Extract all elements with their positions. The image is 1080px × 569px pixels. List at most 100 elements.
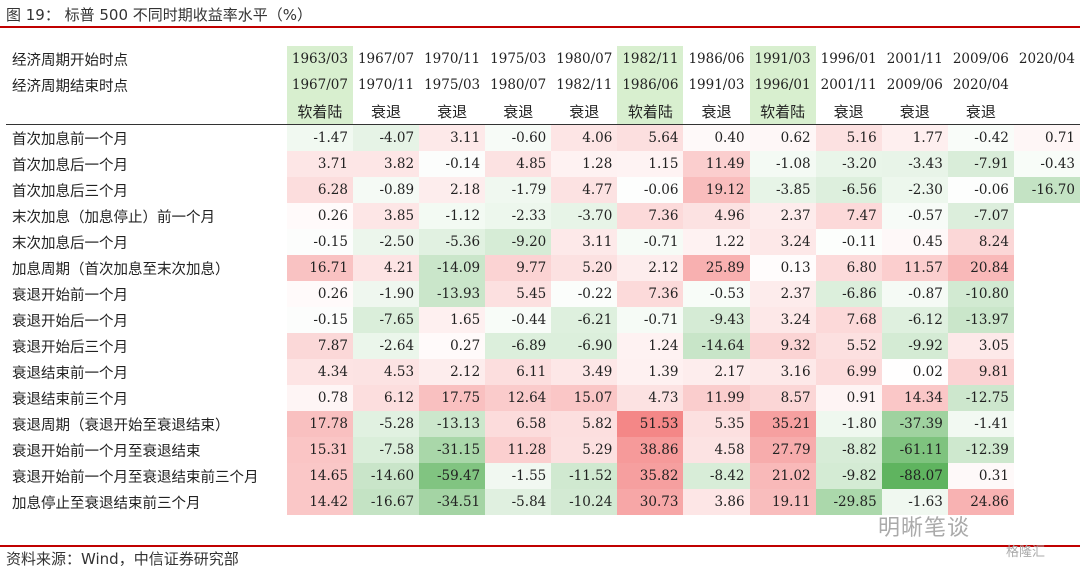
value-cell: 7.36 — [617, 281, 684, 307]
value-cell: 3.24 — [749, 307, 816, 333]
value-cell: -88.07 — [881, 463, 948, 489]
value-cell: 4.96 — [683, 203, 750, 229]
value-cell: -1.08 — [749, 151, 816, 177]
value-cell: 3.82 — [352, 151, 420, 177]
value-cell: 14.65 — [286, 463, 353, 489]
figure-title: 图 19： 标普 500 不同时期收益率水平（%） — [6, 6, 313, 24]
table-row: 衰退周期（衰退开始至衰退结束） 17.78 -5.28 -13.13 6.58 5.82 5… — [6, 411, 1080, 437]
value-cell: 2.12 — [617, 255, 684, 281]
value-cell: -0.42 — [947, 124, 1014, 151]
header-row: 软着陆 衰退 衰退 衰退 衰退 软着陆 衰退 软着陆 衰退 衰退 衰退 — [6, 98, 1080, 125]
phase-cell: 衰退 — [881, 98, 948, 125]
table-row: 衰退开始后三个月 7.87 -2.64 0.27 -6.89 -6.90 1.24 -14.6… — [6, 333, 1080, 359]
value-cell: 4.73 — [617, 385, 684, 411]
value-cell: -5.28 — [352, 411, 420, 437]
value-cell — [1014, 229, 1080, 255]
value-cell: 25.89 — [683, 255, 750, 281]
table-body: 经济周期开始时点 1963/03 1967/07 1970/11 1975/03 1980… — [6, 46, 1080, 515]
value-cell: -0.71 — [617, 229, 684, 255]
phase-cell: 衰退 — [815, 98, 882, 125]
value-cell: -10.24 — [551, 489, 618, 515]
value-cell: 5.35 — [683, 411, 750, 437]
value-cell: -34.51 — [419, 489, 486, 515]
header-label: 经济周期结束时点 — [12, 78, 128, 95]
value-cell: -7.91 — [947, 151, 1014, 177]
value-cell: -0.15 — [286, 307, 353, 333]
row-label: 加息周期（首次加息至末次加息） — [12, 261, 230, 278]
value-cell: 5.82 — [551, 411, 618, 437]
value-cell: 0.31 — [947, 463, 1014, 489]
value-cell: 1.39 — [617, 359, 684, 385]
value-cell: 5.29 — [551, 437, 618, 463]
value-cell: -9.43 — [683, 307, 750, 333]
phase-cell: 衰退 — [947, 98, 1014, 125]
row-label: 衰退结束前三个月 — [12, 391, 128, 408]
date-cell: 1970/11 — [357, 77, 415, 93]
value-cell: 5.64 — [617, 124, 684, 151]
date-cell: 2009/06 — [886, 77, 943, 93]
value-cell: 3.11 — [551, 229, 618, 255]
value-cell: 6.80 — [815, 255, 882, 281]
date-cell: 1963/03 — [286, 46, 353, 72]
value-cell: -16.70 — [1013, 177, 1080, 203]
value-cell: -14.60 — [352, 463, 420, 489]
value-cell — [1014, 359, 1080, 385]
row-label: 末次加息（加息停止）前一个月 — [12, 209, 215, 226]
value-cell: -1.41 — [947, 411, 1014, 437]
value-cell: 7.36 — [617, 203, 684, 229]
phase-cell: 衰退 — [352, 98, 420, 125]
value-cell: 0.91 — [815, 385, 882, 411]
value-cell: 0.02 — [881, 359, 948, 385]
value-cell: -5.36 — [419, 229, 486, 255]
value-cell: -1.80 — [815, 411, 882, 437]
value-cell: 6.99 — [815, 359, 882, 385]
value-cell: 1.22 — [683, 229, 750, 255]
value-cell: -0.89 — [352, 177, 420, 203]
table-row: 衰退开始前一个月 0.26 -1.90 -13.93 5.45 -0.22 7.36 -0.5… — [6, 281, 1080, 307]
value-cell: -61.11 — [881, 437, 948, 463]
value-cell — [1014, 437, 1080, 463]
row-label: 衰退开始后一个月 — [12, 313, 128, 330]
value-cell: -0.15 — [286, 229, 353, 255]
value-cell: -10.80 — [947, 281, 1014, 307]
table-row: 末次加息（加息停止）前一个月 0.26 3.85 -1.12 -2.33 -3.70 7.3… — [6, 203, 1080, 229]
value-cell: 1.15 — [617, 151, 684, 177]
value-cell: 11.57 — [881, 255, 948, 281]
value-cell: -1.79 — [485, 177, 552, 203]
value-cell: 0.26 — [286, 281, 353, 307]
value-cell: -0.87 — [881, 281, 948, 307]
value-cell — [1014, 385, 1080, 411]
value-cell: 0.13 — [749, 255, 816, 281]
value-cell: -1.12 — [419, 203, 486, 229]
table-row: 末次加息后一个月 -0.15 -2.50 -5.36 -9.20 3.11 -0.71 1.2… — [6, 229, 1080, 255]
value-cell: 1.77 — [881, 124, 948, 151]
value-cell: 24.86 — [947, 489, 1014, 515]
value-cell: -14.09 — [419, 255, 486, 281]
value-cell: 30.73 — [617, 489, 684, 515]
date-cell: 2020/04 — [952, 77, 1009, 93]
value-cell: 3.86 — [683, 489, 750, 515]
value-cell: 0.26 — [286, 203, 353, 229]
phase-cell: 衰退 — [485, 98, 552, 125]
value-cell: 2.37 — [749, 281, 816, 307]
phase-cell: 软着陆 — [286, 98, 353, 125]
value-cell: 27.79 — [749, 437, 816, 463]
value-cell: 0.71 — [1013, 124, 1080, 151]
value-cell: 7.47 — [815, 203, 882, 229]
value-cell: 20.84 — [947, 255, 1014, 281]
row-label: 衰退开始前一个月至衰退结束 — [12, 443, 201, 460]
value-cell: 5.20 — [551, 255, 618, 281]
value-cell: -8.82 — [815, 437, 882, 463]
table-row: 衰退开始前一个月至衰退结束前三个月 14.65 -14.60 -59.47 -1.55-… — [6, 463, 1080, 489]
bottom-rule — [0, 545, 1080, 547]
value-cell: -6.89 — [485, 333, 552, 359]
value-cell: 15.31 — [286, 437, 353, 463]
value-cell: 0.62 — [749, 124, 816, 151]
value-cell: -9.82 — [815, 463, 882, 489]
date-cell: 1982/11 — [556, 77, 613, 93]
value-cell: 19.12 — [683, 177, 750, 203]
header-label — [6, 98, 287, 125]
watermark-brand: 格隆汇 — [1006, 545, 1046, 560]
value-cell: 7.87 — [286, 333, 353, 359]
value-cell: -2.50 — [352, 229, 420, 255]
